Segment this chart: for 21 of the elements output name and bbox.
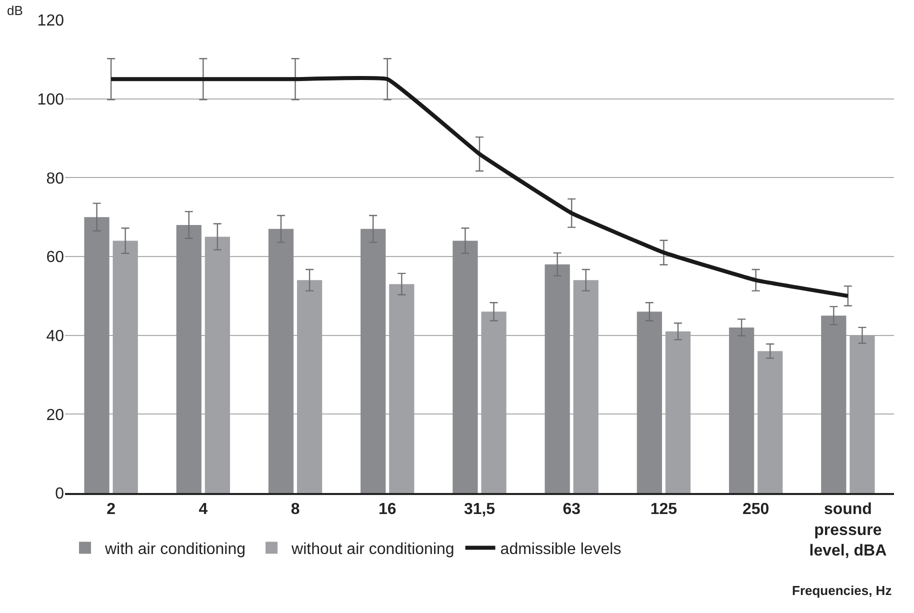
legend-label: with air conditioning <box>104 540 246 558</box>
y-tick-label: 0 <box>55 486 64 503</box>
legend-label: admissible levels <box>500 540 622 558</box>
x-axis-title: Frequencies, Hz <box>792 583 892 598</box>
y-tick-label: 80 <box>46 170 64 188</box>
y-tick-label: 60 <box>46 249 64 266</box>
legend-label: without air conditioning <box>290 540 454 558</box>
y-tick-label: 120 <box>37 12 64 30</box>
x-tick-label: 2 <box>106 500 116 518</box>
x-tick-label: 63 <box>562 500 581 518</box>
x-tick-label: 125 <box>650 500 678 518</box>
y-tick-label: 20 <box>46 406 64 424</box>
x-tick-label: 8 <box>290 500 300 518</box>
y-tick-label: 40 <box>46 328 64 345</box>
x-tick-label: 31,5 <box>464 500 496 518</box>
x-tick-label: 250 <box>742 500 770 518</box>
x-tick-label: 16 <box>378 500 396 518</box>
x-tick-label: sound pressure level, dBA <box>809 500 888 560</box>
y-axis-title: dB <box>7 3 23 18</box>
x-tick-label: 4 <box>198 500 208 518</box>
y-tick-label: 100 <box>37 91 64 108</box>
